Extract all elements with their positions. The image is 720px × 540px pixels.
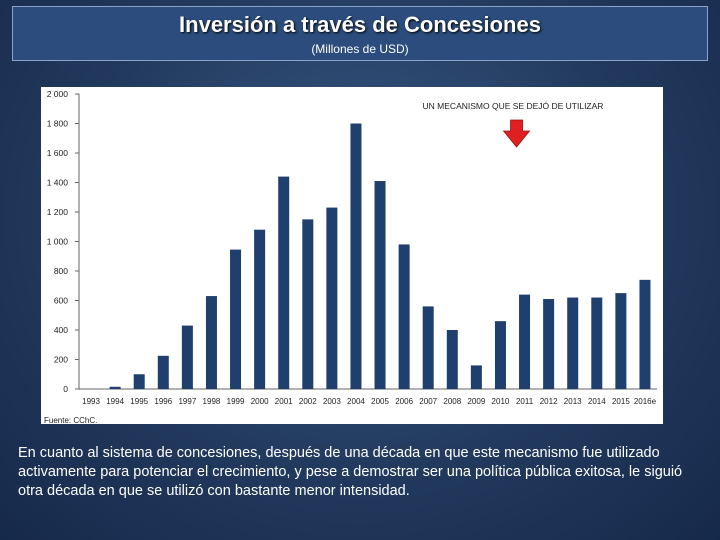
x-tick-label: 2010: [492, 397, 510, 406]
x-tick-label: 1997: [178, 397, 196, 406]
bar: [254, 229, 266, 389]
x-tick-label: 2005: [371, 397, 389, 406]
x-tick-label: 1996: [154, 397, 172, 406]
x-tick-label: 1998: [203, 397, 221, 406]
source-note: Fuente: CChC.: [44, 416, 98, 425]
y-tick-label: 0: [63, 384, 68, 394]
x-tick-label: 1999: [227, 397, 245, 406]
x-tick-label: 2014: [588, 397, 606, 406]
y-tick-label: 1 800: [47, 119, 69, 129]
bar: [326, 207, 338, 389]
x-tick-label: 2008: [443, 397, 461, 406]
bar: [543, 299, 555, 389]
bar: [470, 365, 482, 389]
bar: [398, 244, 410, 389]
y-tick-label: 1 600: [47, 148, 69, 158]
x-tick-label: 2013: [564, 397, 582, 406]
x-tick-label: 1995: [130, 397, 148, 406]
bar: [494, 321, 506, 389]
y-tick-label: 800: [54, 266, 68, 276]
x-tick-label: 2003: [323, 397, 341, 406]
y-tick-label: 2 000: [47, 89, 69, 99]
y-tick-label: 1 400: [47, 178, 69, 188]
bar: [133, 374, 145, 389]
y-tick-label: 1 200: [47, 207, 69, 217]
x-tick-label: 1993: [82, 397, 100, 406]
y-tick-label: 1 000: [47, 237, 69, 247]
x-tick-label: 2015: [612, 397, 630, 406]
x-tick-label: 2000: [251, 397, 269, 406]
bar: [422, 306, 434, 389]
x-tick-label: 2016e: [634, 397, 657, 406]
bar: [639, 279, 651, 389]
page-title: Inversión a través de Concesiones: [179, 12, 541, 37]
down-arrow-icon: [502, 119, 531, 148]
bar: [374, 181, 386, 389]
x-tick-label: 2001: [275, 397, 293, 406]
bar: [350, 123, 362, 389]
bar: [109, 386, 121, 389]
bar: [278, 176, 290, 389]
x-tick-label: 2007: [419, 397, 437, 406]
x-tick-label: 2006: [395, 397, 413, 406]
page-subtitle: (Millones de USD): [311, 42, 409, 56]
title-banner: Inversión a través de Concesiones (Millo…: [12, 6, 708, 61]
x-tick-label: 2011: [516, 397, 534, 406]
bar: [302, 219, 314, 389]
annotation-text: UN MECANISMO QUE SE DEJÓ DE UTILIZAR: [423, 101, 604, 111]
bar-chart: 0 200 400 600 800 1 000 1 200 1 400 1 600 1 800 2 …: [47, 89, 657, 406]
bar: [181, 325, 193, 389]
bar: [615, 293, 627, 389]
x-tick-label: 2002: [299, 397, 317, 406]
bar: [157, 355, 169, 389]
chart-panel: 0 200 400 600 800 1 000 1 200 1 400 1 600 1 800 2 …: [41, 87, 663, 424]
bar: [519, 294, 531, 389]
bar: [230, 249, 242, 389]
y-tick-label: 600: [54, 296, 68, 306]
x-tick-label: 1994: [106, 397, 124, 406]
x-tick-label: 2012: [540, 397, 558, 406]
caption-text: En cuanto al sistema de concesiones, des…: [18, 445, 683, 499]
y-tick-label: 200: [54, 355, 68, 365]
bar: [205, 296, 217, 389]
x-tick-label: 2009: [467, 397, 485, 406]
x-tick-label: 2004: [347, 397, 365, 406]
bar: [446, 330, 458, 389]
bar: [567, 297, 579, 389]
bar: [591, 297, 603, 389]
y-tick-label: 400: [54, 325, 68, 335]
